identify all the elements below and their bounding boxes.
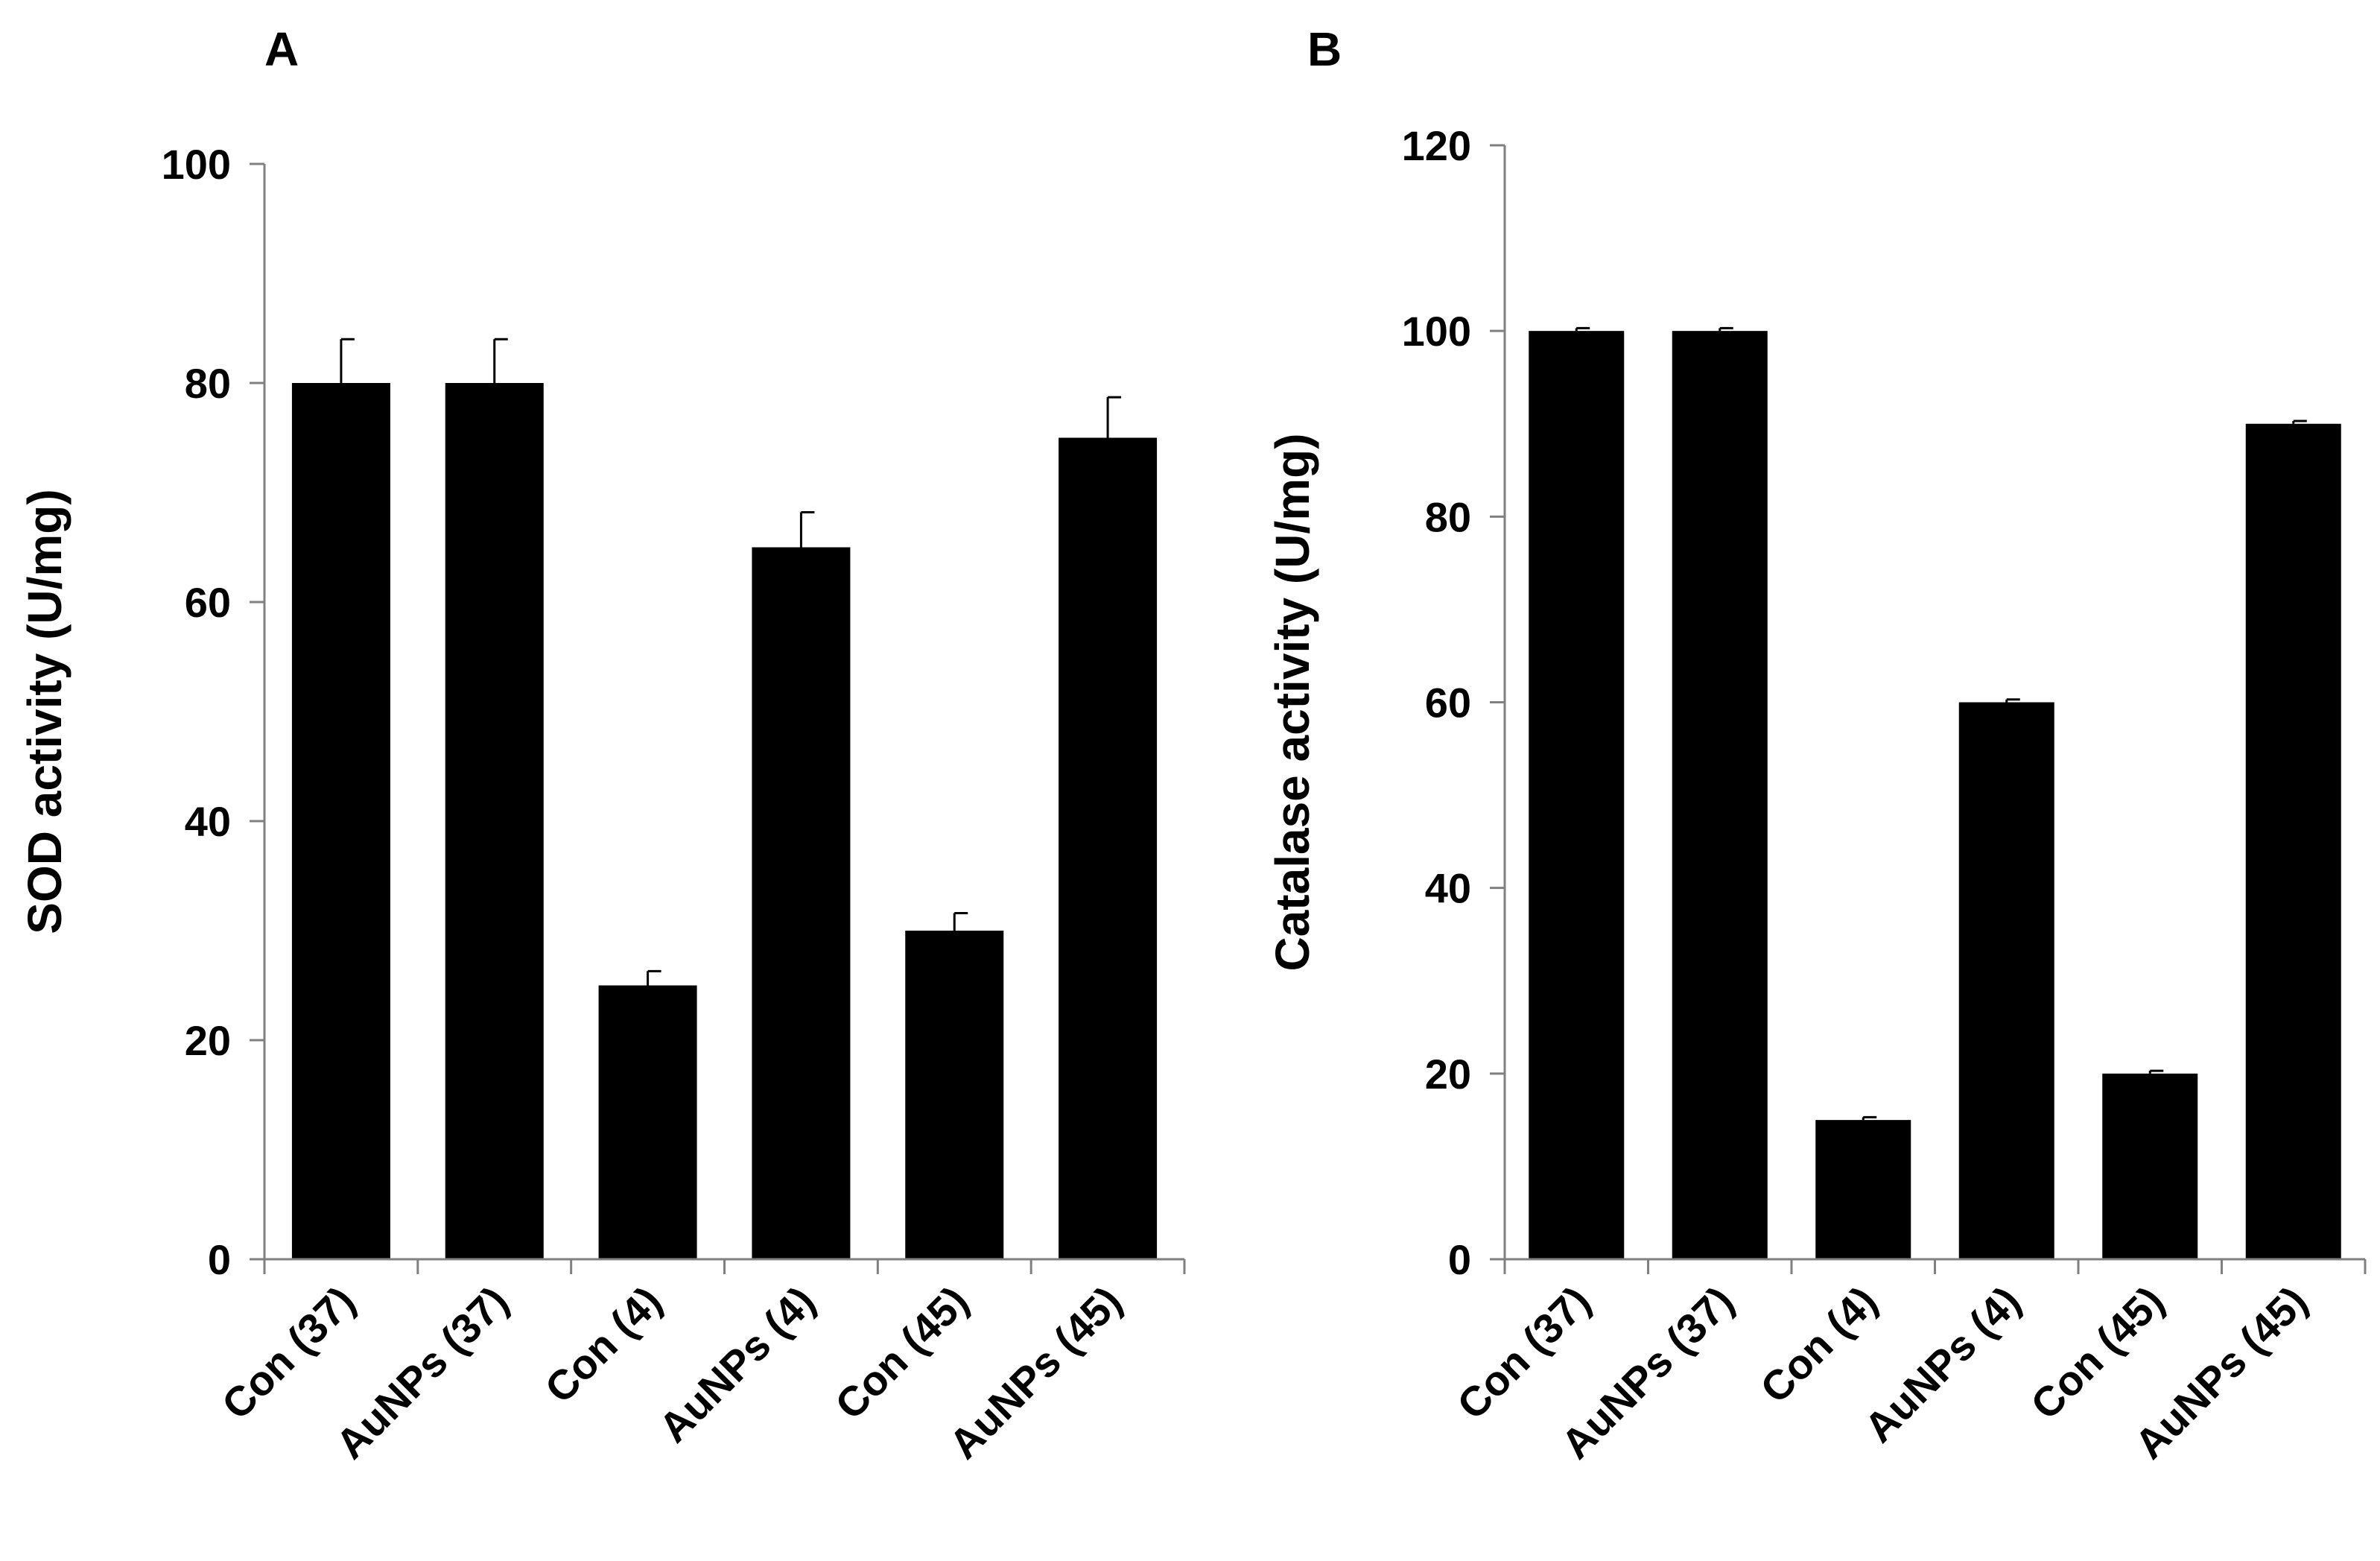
x-category-label: Con (4) [1751, 1277, 1886, 1412]
bar [1958, 702, 2054, 1259]
bar [2102, 1073, 2198, 1259]
y-tick-label: 120 [1402, 122, 1471, 169]
bar [2245, 423, 2341, 1259]
y-axis-label: SOD activity (U/mg) [18, 489, 72, 934]
y-tick-label: 60 [185, 579, 231, 626]
bar [1672, 331, 1768, 1260]
y-axis-label: Catalase activity (U/mg) [1266, 433, 1319, 971]
y-tick-label: 0 [208, 1236, 231, 1283]
bar [752, 547, 851, 1259]
y-tick-label: 60 [1425, 680, 1471, 726]
panel-label: A [264, 22, 299, 76]
x-category-label: Con (37) [1448, 1277, 1599, 1428]
y-tick-label: 40 [1425, 865, 1471, 912]
bar [445, 383, 544, 1259]
bar [1529, 331, 1625, 1260]
bar [1815, 1120, 1911, 1259]
x-category-label: Con (37) [212, 1277, 364, 1428]
bar [905, 931, 1004, 1259]
x-category-label: AuNPs (4) [1855, 1277, 2029, 1451]
x-category-label: AuNPs (4) [650, 1277, 824, 1451]
y-tick-label: 100 [1402, 308, 1471, 355]
x-category-label: Con (4) [536, 1277, 670, 1412]
y-tick-label: 20 [185, 1017, 231, 1064]
y-tick-label: 0 [1448, 1236, 1471, 1283]
bar [1059, 437, 1158, 1259]
y-tick-label: 40 [185, 798, 231, 845]
y-tick-label: 80 [185, 360, 231, 407]
panel-label: B [1307, 22, 1342, 76]
bar [291, 383, 390, 1259]
y-tick-label: 20 [1425, 1051, 1471, 1098]
x-category-label: Con (45) [2022, 1277, 2173, 1428]
y-tick-label: 80 [1425, 493, 1471, 540]
x-category-label: Con (45) [826, 1277, 977, 1428]
bar [598, 985, 697, 1259]
y-tick-label: 100 [162, 141, 231, 188]
